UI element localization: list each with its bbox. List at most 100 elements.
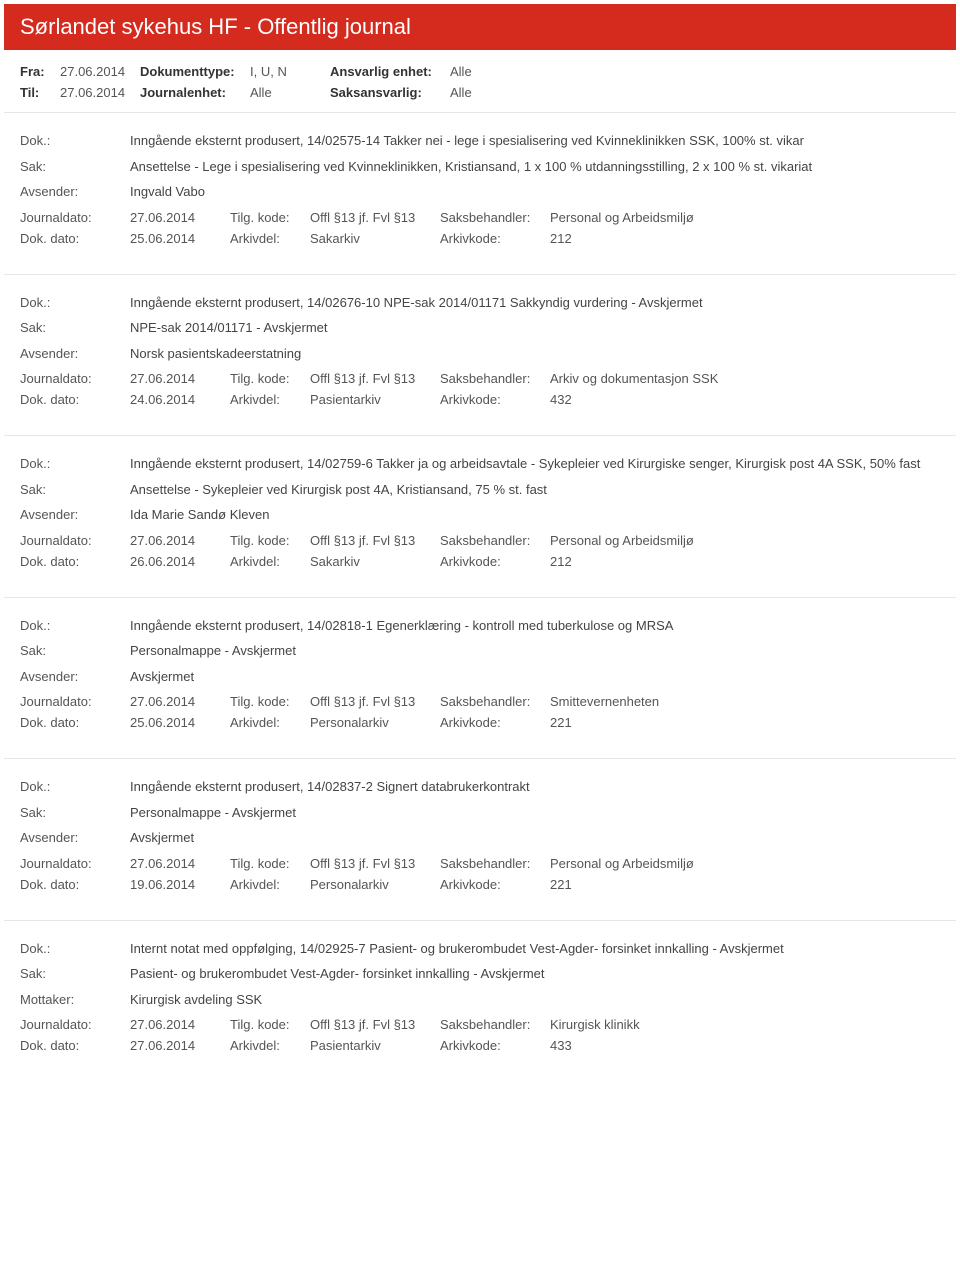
saksbehandler-label: Saksbehandler: <box>440 371 550 386</box>
party-value: Avskjermet <box>130 828 940 848</box>
arkivkode-value: 432 <box>550 392 940 407</box>
dok-value: Internt notat med oppfølging, 14/02925-7… <box>130 939 940 959</box>
arkivkode-label: Arkivkode: <box>440 554 550 569</box>
dokdato-value: 25.06.2014 <box>130 231 230 246</box>
journal-entry: Dok.: Inngående eksternt produsert, 14/0… <box>4 597 956 745</box>
til-value: 27.06.2014 <box>60 85 140 100</box>
dokdato-label: Dok. dato: <box>20 715 130 730</box>
party-label: Avsender: <box>20 344 130 364</box>
tilgkode-value: Offl §13 jf. Fvl §13 <box>310 1017 440 1032</box>
arkivdel-value: Personalarkiv <box>310 715 440 730</box>
arkivdel-label: Arkivdel: <box>230 554 310 569</box>
arkivkode-value: 221 <box>550 877 940 892</box>
journaldato-label: Journaldato: <box>20 210 130 225</box>
arkivdel-label: Arkivdel: <box>230 1038 310 1053</box>
dok-label: Dok.: <box>20 131 130 151</box>
journalenhet-label: Journalenhet: <box>140 85 250 100</box>
til-label: Til: <box>20 85 60 100</box>
party-label: Avsender: <box>20 182 130 202</box>
arkivkode-label: Arkivkode: <box>440 1038 550 1053</box>
fra-value: 27.06.2014 <box>60 64 140 79</box>
tilgkode-label: Tilg. kode: <box>230 371 310 386</box>
journaldato-value: 27.06.2014 <box>130 1017 230 1032</box>
arkivdel-label: Arkivdel: <box>230 392 310 407</box>
tilgkode-label: Tilg. kode: <box>230 1017 310 1032</box>
arkivdel-label: Arkivdel: <box>230 231 310 246</box>
sak-value: NPE-sak 2014/01171 - Avskjermet <box>130 318 940 338</box>
journal-entry: Dok.: Inngående eksternt produsert, 14/0… <box>4 112 956 260</box>
dokumenttype-label: Dokumenttype: <box>140 64 250 79</box>
sak-value: Personalmappe - Avskjermet <box>130 803 940 823</box>
journaldato-value: 27.06.2014 <box>130 210 230 225</box>
journaldato-value: 27.06.2014 <box>130 694 230 709</box>
arkivdel-label: Arkivdel: <box>230 877 310 892</box>
dokumenttype-value: I, U, N <box>250 64 330 79</box>
dok-label: Dok.: <box>20 454 130 474</box>
saksbehandler-value: Arkiv og dokumentasjon SSK <box>550 371 940 386</box>
saksbehandler-value: Personal og Arbeidsmiljø <box>550 856 940 871</box>
journal-entry: Dok.: Inngående eksternt produsert, 14/0… <box>4 435 956 583</box>
dok-value: Inngående eksternt produsert, 14/02837-2… <box>130 777 940 797</box>
arkivdel-value: Pasientarkiv <box>310 392 440 407</box>
journaldato-label: Journaldato: <box>20 694 130 709</box>
dok-value: Inngående eksternt produsert, 14/02676-1… <box>130 293 940 313</box>
dok-value: Inngående eksternt produsert, 14/02759-6… <box>130 454 940 474</box>
saksansvarlig-label: Saksansvarlig: <box>330 85 450 100</box>
arkivdel-value: Sakarkiv <box>310 231 440 246</box>
tilgkode-label: Tilg. kode: <box>230 856 310 871</box>
sak-value: Pasient- og brukerombudet Vest-Agder- fo… <box>130 964 940 984</box>
party-value: Avskjermet <box>130 667 940 687</box>
saksbehandler-label: Saksbehandler: <box>440 856 550 871</box>
fra-label: Fra: <box>20 64 60 79</box>
dok-label: Dok.: <box>20 939 130 959</box>
sak-label: Sak: <box>20 803 130 823</box>
journaldato-value: 27.06.2014 <box>130 371 230 386</box>
dokdato-label: Dok. dato: <box>20 392 130 407</box>
journal-entry: Dok.: Inngående eksternt produsert, 14/0… <box>4 274 956 422</box>
arkivdel-label: Arkivdel: <box>230 715 310 730</box>
journaldato-value: 27.06.2014 <box>130 856 230 871</box>
dokdato-label: Dok. dato: <box>20 554 130 569</box>
arkivkode-value: 212 <box>550 231 940 246</box>
arkivdel-value: Pasientarkiv <box>310 1038 440 1053</box>
sak-value: Personalmappe - Avskjermet <box>130 641 940 661</box>
saksbehandler-label: Saksbehandler: <box>440 694 550 709</box>
tilgkode-value: Offl §13 jf. Fvl §13 <box>310 533 440 548</box>
dok-label: Dok.: <box>20 293 130 313</box>
arkivkode-label: Arkivkode: <box>440 231 550 246</box>
arkivkode-value: 433 <box>550 1038 940 1053</box>
party-label: Avsender: <box>20 505 130 525</box>
party-label: Avsender: <box>20 667 130 687</box>
dok-value: Inngående eksternt produsert, 14/02575-1… <box>130 131 940 151</box>
sak-label: Sak: <box>20 964 130 984</box>
party-value: Norsk pasientskadeerstatning <box>130 344 940 364</box>
dokdato-label: Dok. dato: <box>20 1038 130 1053</box>
ansvarlig-value: Alle <box>450 64 530 79</box>
party-label: Avsender: <box>20 828 130 848</box>
dokdato-label: Dok. dato: <box>20 231 130 246</box>
journaldato-label: Journaldato: <box>20 1017 130 1032</box>
sak-label: Sak: <box>20 480 130 500</box>
arkivdel-value: Personalarkiv <box>310 877 440 892</box>
tilgkode-label: Tilg. kode: <box>230 210 310 225</box>
sak-label: Sak: <box>20 641 130 661</box>
arkivkode-label: Arkivkode: <box>440 877 550 892</box>
tilgkode-label: Tilg. kode: <box>230 694 310 709</box>
journaldato-value: 27.06.2014 <box>130 533 230 548</box>
journalenhet-value: Alle <box>250 85 330 100</box>
dokdato-label: Dok. dato: <box>20 877 130 892</box>
journaldato-label: Journaldato: <box>20 371 130 386</box>
arkivkode-value: 221 <box>550 715 940 730</box>
journal-entry: Dok.: Inngående eksternt produsert, 14/0… <box>4 758 956 906</box>
arkivkode-label: Arkivkode: <box>440 392 550 407</box>
dokdato-value: 24.06.2014 <box>130 392 230 407</box>
journaldato-label: Journaldato: <box>20 533 130 548</box>
party-label: Mottaker: <box>20 990 130 1010</box>
arkivdel-value: Sakarkiv <box>310 554 440 569</box>
sak-value: Ansettelse - Lege i spesialisering ved K… <box>130 157 940 177</box>
party-value: Ida Marie Sandø Kleven <box>130 505 940 525</box>
dok-label: Dok.: <box>20 777 130 797</box>
dok-label: Dok.: <box>20 616 130 636</box>
journal-entry: Dok.: Internt notat med oppfølging, 14/0… <box>4 920 956 1068</box>
saksbehandler-label: Saksbehandler: <box>440 210 550 225</box>
